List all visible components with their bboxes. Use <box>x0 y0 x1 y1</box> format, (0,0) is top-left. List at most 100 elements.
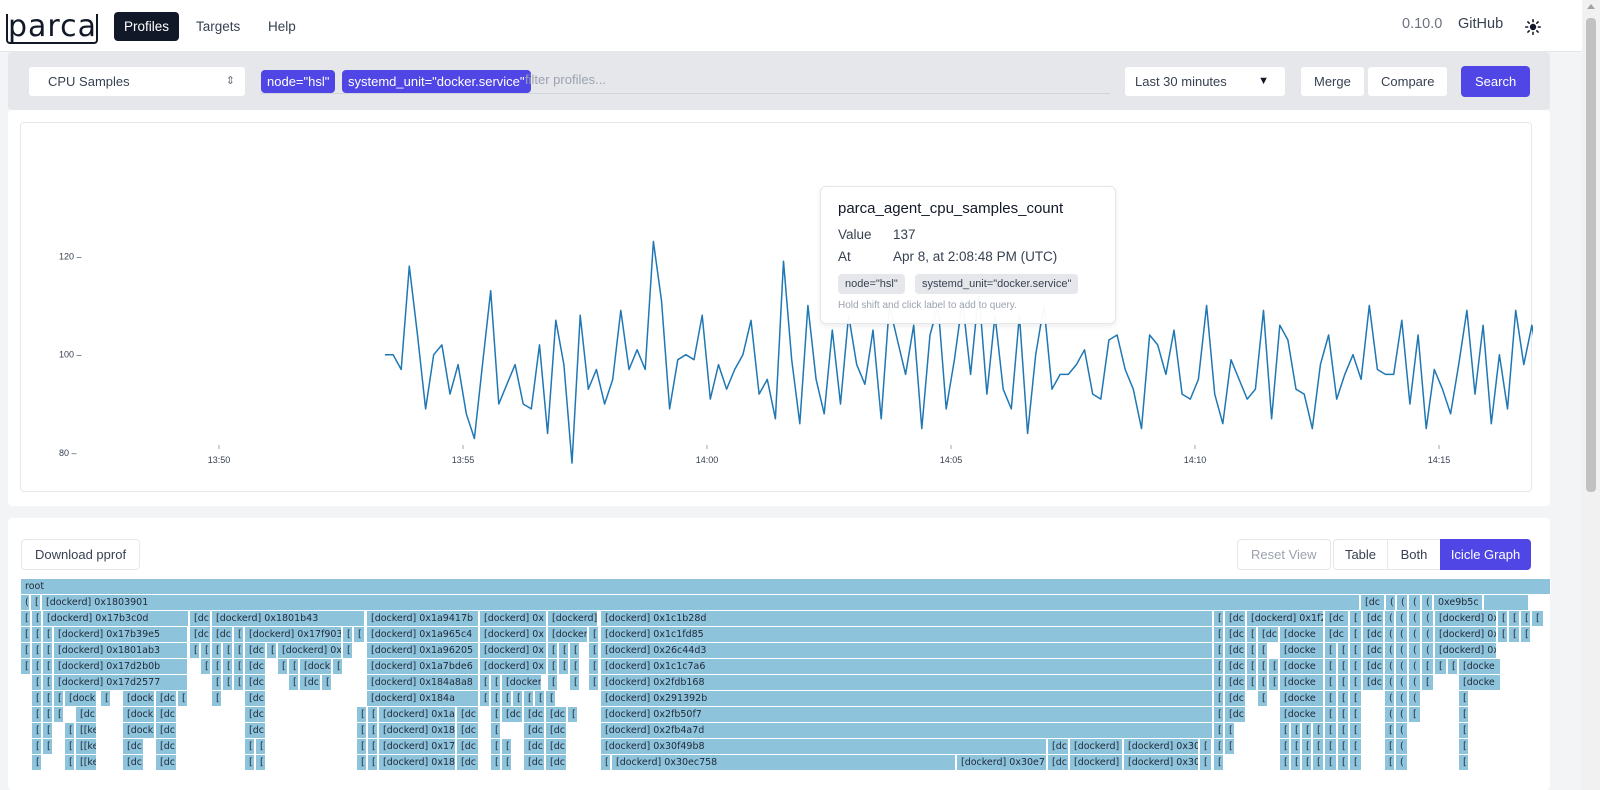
icicle-frame[interactable]: [dc <box>156 755 177 770</box>
icicle-frame[interactable]: [[ke <box>76 739 97 754</box>
icicle-frame[interactable]: [ <box>1325 755 1337 770</box>
icicle-frame[interactable] <box>1484 595 1529 610</box>
icicle-frame[interactable]: [ <box>101 691 111 706</box>
icicle-frame[interactable]: [dockerd] 0x17d2b0b <box>54 659 188 674</box>
icicle-frame[interactable]: [docker <box>548 627 588 642</box>
icicle-frame[interactable]: [dc <box>1225 627 1246 642</box>
icicle-frame[interactable]: [dockerd] 0x184a8a8 <box>367 675 479 690</box>
icicle-frame[interactable]: [ <box>245 755 255 770</box>
icicle-frame[interactable]: [ <box>559 659 569 674</box>
icicle-frame[interactable]: [ <box>1214 643 1224 658</box>
icicle-frame[interactable]: [ <box>546 691 556 706</box>
icicle-frame[interactable]: ( <box>1396 611 1408 626</box>
icicle-frame[interactable]: [ <box>1350 659 1362 674</box>
icicle-frame[interactable]: [dc <box>457 739 479 754</box>
icicle-frame[interactable]: [ <box>43 707 53 722</box>
icicle-frame[interactable]: ( <box>1422 595 1433 610</box>
icicle-frame[interactable]: [ <box>289 659 299 674</box>
icicle-frame[interactable]: [dc <box>1363 643 1384 658</box>
icicle-frame[interactable]: ( <box>1396 707 1408 722</box>
icicle-frame[interactable]: [dockerd] 0x <box>1435 611 1497 626</box>
icicle-frame[interactable]: [dockerd] 0x184a <box>367 691 479 706</box>
icicle-frame[interactable]: [ <box>568 707 578 722</box>
icicle-frame[interactable]: ( <box>1385 611 1395 626</box>
icicle-frame[interactable]: [ <box>570 675 580 690</box>
icicle-frame[interactable]: [ <box>1258 675 1268 690</box>
icicle-frame[interactable]: [dockerd] 0x1c1fd85 <box>601 627 1213 642</box>
icicle-frame[interactable]: [dock <box>65 691 97 706</box>
icicle-frame[interactable]: [ <box>535 691 545 706</box>
icicle-frame[interactable]: [ <box>234 627 244 642</box>
icicle-frame[interactable]: [ <box>1325 643 1337 658</box>
icicle-frame[interactable]: ( <box>21 595 30 610</box>
icicle-frame[interactable]: [ <box>1258 643 1268 658</box>
icicle-frame[interactable]: [ <box>1214 755 1224 770</box>
icicle-frame[interactable]: [dockerd] 0x1a7bde6 <box>367 659 479 674</box>
icicle-frame[interactable]: [dockerd] 0x <box>480 659 547 674</box>
icicle-frame[interactable]: [ <box>21 627 31 642</box>
icicle-frame[interactable]: [ <box>589 643 599 658</box>
icicle-frame[interactable]: [dc <box>546 723 567 738</box>
icicle-frame[interactable]: [ <box>21 643 31 658</box>
icicle-frame[interactable]: [dc <box>457 707 479 722</box>
icicle-frame[interactable]: [ <box>32 755 42 770</box>
icicle-frame[interactable]: [dockerd] 0x1a9417b <box>367 611 479 626</box>
icicle-frame[interactable]: ( <box>1385 627 1395 642</box>
icicle-frame[interactable]: [ <box>256 739 266 754</box>
icicle-frame[interactable]: [ <box>1325 659 1337 674</box>
icicle-frame[interactable]: [ <box>333 659 343 674</box>
icicle-frame[interactable]: [ <box>343 627 353 642</box>
icicle-frame[interactable]: [ <box>1338 643 1349 658</box>
icicle-frame[interactable]: [ <box>32 707 42 722</box>
icicle-frame[interactable]: [ <box>43 643 53 658</box>
view-icicle-button[interactable]: Icicle Graph <box>1440 539 1531 570</box>
icicle-frame[interactable]: [ <box>1498 627 1508 642</box>
icicle-frame[interactable]: root <box>21 579 1551 594</box>
icicle-frame[interactable]: [ <box>1291 739 1301 754</box>
icicle-frame[interactable]: [ <box>1325 723 1337 738</box>
icicle-frame[interactable]: ( <box>1396 723 1408 738</box>
icicle-frame[interactable]: ( <box>1396 739 1408 754</box>
icicle-frame[interactable]: [ <box>32 723 42 738</box>
icicle-frame[interactable]: [ <box>589 675 599 690</box>
icicle-frame[interactable]: [ <box>223 675 233 690</box>
sun-icon[interactable] <box>1525 19 1541 35</box>
icicle-frame[interactable]: [ <box>548 643 558 658</box>
icicle-frame[interactable]: ( <box>1409 691 1421 706</box>
icicle-frame[interactable]: [ <box>589 659 599 674</box>
icicle-frame[interactable]: ( <box>1396 691 1408 706</box>
icicle-frame[interactable]: [ <box>1247 659 1257 674</box>
icicle-frame[interactable]: [dc <box>300 675 321 690</box>
icicle-frame[interactable]: [dockerd] 0x <box>1435 643 1497 658</box>
icicle-frame[interactable]: [ <box>491 707 501 722</box>
icicle-frame[interactable]: [dc <box>156 691 177 706</box>
icicle-frame[interactable]: [ <box>1325 691 1337 706</box>
icicle-frame[interactable]: [dockerd] 0x1801ab3 <box>54 643 188 658</box>
icicle-frame[interactable]: [dockerd] 0x <box>480 611 547 626</box>
icicle-frame[interactable]: [dockerd] 0x1f2 <box>1247 611 1324 626</box>
icicle-frame[interactable]: [ <box>1521 611 1531 626</box>
icicle-frame[interactable]: ( <box>1397 595 1408 610</box>
icicle-frame[interactable]: ( <box>1396 627 1408 642</box>
icicle-frame[interactable]: [ <box>43 691 53 706</box>
icicle-frame[interactable]: ( <box>1385 707 1395 722</box>
icicle-frame[interactable]: [dc <box>1048 739 1069 754</box>
icicle-frame[interactable]: [ <box>1350 691 1362 706</box>
icicle-frame[interactable]: [dockerd] 0x1a96205 <box>367 643 479 658</box>
icicle-frame[interactable]: [ <box>1214 675 1224 690</box>
metrics-graph[interactable]: 80 – 100 – 120 – 13:50 13:55 14:00 14:05 14:10 1… <box>20 122 1533 492</box>
icicle-frame[interactable]: [dc <box>76 707 97 722</box>
icicle-frame[interactable]: [ <box>1325 675 1337 690</box>
icicle-frame[interactable]: [ <box>65 755 75 770</box>
icicle-frame[interactable]: [ <box>570 643 580 658</box>
icicle-frame[interactable]: [ <box>43 675 53 690</box>
icicle-frame[interactable]: [dockerd] 0x26c44d3 <box>601 643 1213 658</box>
icicle-frame[interactable]: [ <box>1448 659 1458 674</box>
icicle-frame[interactable]: [ <box>1291 755 1301 770</box>
icicle-frame[interactable]: [ <box>1302 739 1312 754</box>
icicle-frame[interactable]: ( <box>1385 659 1395 674</box>
icicle-frame[interactable]: ( <box>1422 627 1434 642</box>
icicle-frame[interactable]: [ <box>201 659 211 674</box>
icicle-frame[interactable]: [ <box>368 723 378 738</box>
icicle-frame[interactable]: [dockerd] 0x17d2577 <box>54 675 188 690</box>
